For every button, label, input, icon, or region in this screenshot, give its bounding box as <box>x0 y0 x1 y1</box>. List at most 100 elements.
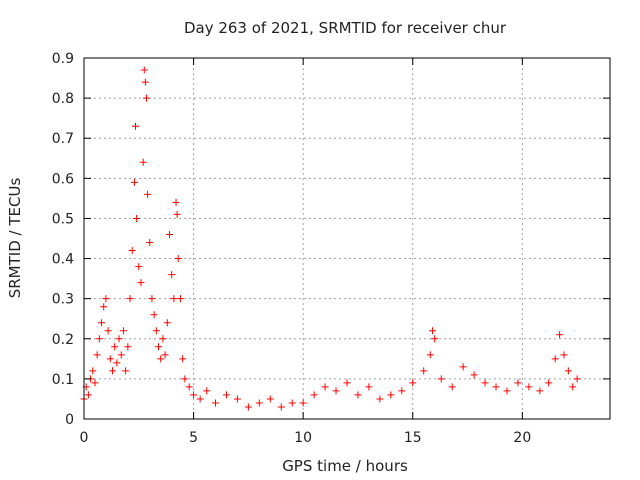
data-point <box>222 391 230 399</box>
x-tick-label: 5 <box>189 430 198 446</box>
data-point <box>426 351 434 359</box>
data-point <box>212 399 219 407</box>
data-point <box>170 295 178 303</box>
data-point <box>470 371 478 379</box>
y-axis-title: SRMTID / TECUs <box>6 178 24 299</box>
data-point <box>190 391 198 399</box>
data-point <box>196 395 204 403</box>
data-point <box>146 239 154 247</box>
x-axis-title: GPS time / hours <box>282 457 408 475</box>
data-point <box>573 375 581 383</box>
data-point <box>365 383 373 391</box>
data-point <box>140 66 148 74</box>
data-point <box>299 399 307 407</box>
x-tick-label: 20 <box>513 430 531 446</box>
data-point <box>144 190 152 198</box>
data-point <box>91 379 99 387</box>
data-point <box>106 355 114 363</box>
data-point <box>141 78 149 86</box>
data-point <box>448 383 456 391</box>
data-point <box>244 403 252 411</box>
data-point <box>161 351 169 359</box>
data-point <box>142 94 150 102</box>
data-point <box>100 303 108 311</box>
data-point <box>124 343 132 351</box>
data-point <box>119 327 127 335</box>
data-point <box>310 391 318 399</box>
data-point <box>398 387 406 395</box>
data-point <box>203 387 211 395</box>
data-point <box>545 379 553 387</box>
data-point <box>137 279 145 287</box>
data-point <box>321 383 329 391</box>
tick-labels: 0 0.1 0.2 0.3 0.4 0.5 0.6 0.7 0.8 0.9 0 5 10 15 20 <box>52 51 532 446</box>
data-point <box>376 395 384 403</box>
y-tick-label: 0.4 <box>52 252 74 268</box>
data-point <box>181 375 189 383</box>
x-tick-label: 15 <box>404 430 422 446</box>
data-point <box>115 335 123 343</box>
data-point <box>168 271 176 279</box>
data-point <box>133 214 141 222</box>
data-point <box>117 351 125 359</box>
y-tick-label: 0.3 <box>52 292 74 308</box>
data-point <box>288 399 296 407</box>
data-point <box>152 327 160 335</box>
data-point <box>564 367 572 375</box>
data-point <box>98 319 106 327</box>
data-point <box>122 367 130 375</box>
data-point <box>150 311 158 319</box>
data-point <box>95 335 103 343</box>
data-point <box>111 343 119 351</box>
data-point <box>84 391 92 399</box>
data-point <box>172 198 180 206</box>
data-point <box>159 335 167 343</box>
data-point <box>569 383 577 391</box>
data-point <box>165 230 173 238</box>
data-point <box>176 295 184 303</box>
data-point <box>525 383 533 391</box>
data-point <box>514 379 522 387</box>
data-point <box>354 391 362 399</box>
data-point <box>102 295 110 303</box>
data-point <box>343 379 351 387</box>
data-point <box>173 210 181 218</box>
data-point <box>387 391 395 399</box>
grid <box>84 58 610 419</box>
data-point <box>148 295 156 303</box>
data-point <box>503 387 511 395</box>
data-points <box>80 66 581 411</box>
data-point <box>233 395 241 403</box>
data-point <box>409 379 417 387</box>
data-point <box>179 355 187 363</box>
chart-title: Day 263 of 2021, SRMTID for receiver chu… <box>184 19 507 37</box>
data-point <box>431 335 439 343</box>
data-point <box>560 351 568 359</box>
data-point <box>108 367 116 375</box>
y-tick-label: 0.6 <box>52 171 74 187</box>
data-point <box>157 355 165 363</box>
data-point <box>459 363 467 371</box>
y-tick-label: 0.9 <box>52 51 74 67</box>
data-point <box>536 387 544 395</box>
data-point <box>174 255 182 263</box>
axis-ticks <box>83 57 610 420</box>
data-point <box>277 403 285 411</box>
data-point <box>437 375 445 383</box>
data-point <box>481 379 489 387</box>
y-tick-label: 0.2 <box>52 332 74 348</box>
data-point <box>332 387 340 395</box>
x-tick-label: 10 <box>294 430 312 446</box>
data-point <box>420 367 428 375</box>
data-point <box>93 351 101 359</box>
y-tick-label: 0 <box>65 412 74 428</box>
data-point <box>89 367 97 375</box>
data-point <box>185 383 193 391</box>
data-point <box>428 327 436 335</box>
data-point <box>551 355 559 363</box>
data-point <box>556 331 564 339</box>
data-point <box>255 399 263 407</box>
y-tick-label: 0.8 <box>52 91 74 107</box>
data-point <box>132 122 140 130</box>
